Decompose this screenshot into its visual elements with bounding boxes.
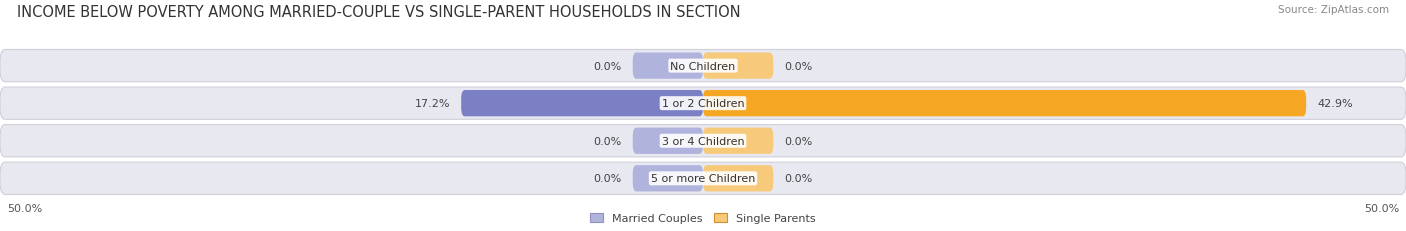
FancyBboxPatch shape <box>0 88 1406 120</box>
FancyBboxPatch shape <box>0 162 1406 195</box>
Text: 1 or 2 Children: 1 or 2 Children <box>662 99 744 109</box>
Text: 50.0%: 50.0% <box>7 203 42 213</box>
FancyBboxPatch shape <box>703 165 773 192</box>
Text: 0.0%: 0.0% <box>785 173 813 183</box>
FancyBboxPatch shape <box>461 91 703 117</box>
FancyBboxPatch shape <box>633 128 703 154</box>
Text: 17.2%: 17.2% <box>415 99 450 109</box>
Text: 5 or more Children: 5 or more Children <box>651 173 755 183</box>
FancyBboxPatch shape <box>633 53 703 79</box>
Text: INCOME BELOW POVERTY AMONG MARRIED-COUPLE VS SINGLE-PARENT HOUSEHOLDS IN SECTION: INCOME BELOW POVERTY AMONG MARRIED-COUPL… <box>17 5 741 20</box>
Text: 3 or 4 Children: 3 or 4 Children <box>662 136 744 146</box>
Text: Source: ZipAtlas.com: Source: ZipAtlas.com <box>1278 5 1389 15</box>
Legend: Married Couples, Single Parents: Married Couples, Single Parents <box>588 211 818 225</box>
FancyBboxPatch shape <box>703 91 1306 117</box>
FancyBboxPatch shape <box>633 165 703 192</box>
Text: 0.0%: 0.0% <box>593 173 621 183</box>
Text: 42.9%: 42.9% <box>1317 99 1353 109</box>
FancyBboxPatch shape <box>0 50 1406 82</box>
FancyBboxPatch shape <box>0 125 1406 157</box>
Text: No Children: No Children <box>671 61 735 71</box>
FancyBboxPatch shape <box>703 128 773 154</box>
Text: 0.0%: 0.0% <box>593 136 621 146</box>
Text: 0.0%: 0.0% <box>785 61 813 71</box>
FancyBboxPatch shape <box>703 53 773 79</box>
Text: 0.0%: 0.0% <box>785 136 813 146</box>
Text: 50.0%: 50.0% <box>1364 203 1399 213</box>
Text: 0.0%: 0.0% <box>593 61 621 71</box>
